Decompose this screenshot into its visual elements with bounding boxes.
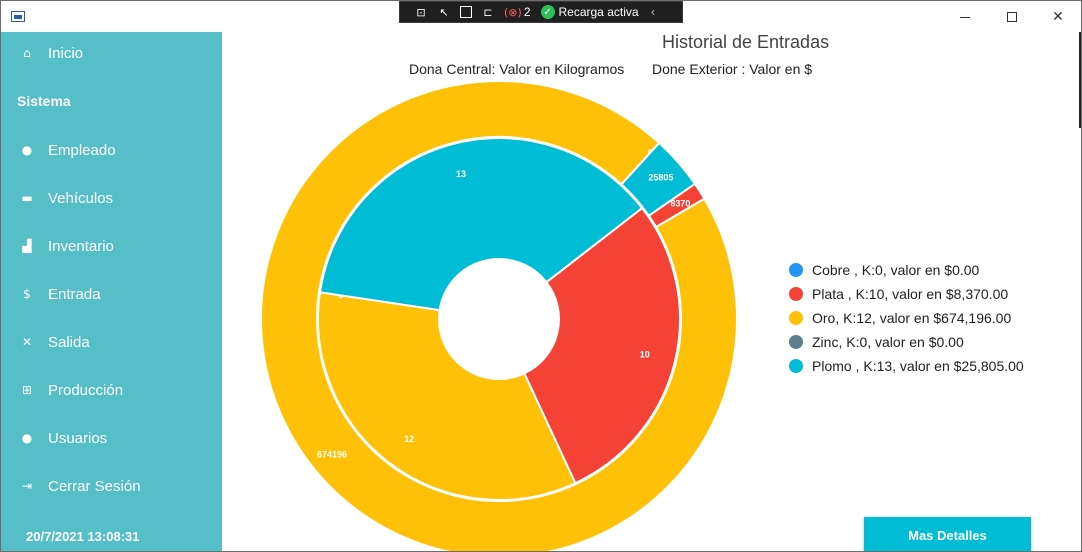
user-icon: ● <box>21 431 33 445</box>
display-adorners-icon[interactable] <box>460 6 472 18</box>
sidebar-item-produccion[interactable]: ⊞ Producción <box>1 372 222 408</box>
inner-data-label: 12 <box>404 434 414 444</box>
outer-slice-plomo[interactable] <box>620 141 697 218</box>
sidebar-item-usuarios[interactable]: ● Usuarios <box>1 420 222 456</box>
legend-swatch <box>789 311 803 325</box>
more-details-button[interactable]: Mas Detalles <box>864 517 1031 551</box>
factory-icon: ⊞ <box>21 383 33 397</box>
inner-data-label: 10 <box>640 349 650 359</box>
minimize-button[interactable] <box>942 1 988 32</box>
inner-data-label: 13 <box>456 169 466 179</box>
chart-subtitle-outer: Done Exterior : Valor en $ <box>652 61 813 77</box>
xaml-debug-toolbar: ⊡ ↖ ⊏ (⊗) 2 ✓ Recarga activa ‹ <box>399 1 683 23</box>
sidebar-item-empleado[interactable]: ● Empleado <box>1 132 222 168</box>
check-circle-icon: ✓ <box>540 5 555 19</box>
home-icon: ⌂ <box>23 46 31 60</box>
sidebar-section-heading: Sistema <box>17 93 71 109</box>
binding-error-count: 2 <box>523 5 531 19</box>
close-icon: ✕ <box>1052 8 1064 25</box>
sidebar-item-label: Salida <box>48 333 90 351</box>
sidebar-item-label: Entrada <box>48 285 101 303</box>
track-focus-icon[interactable]: ⊏ <box>483 5 493 19</box>
title-bar: ⊡ ↖ ⊏ (⊗) 2 ✓ Recarga activa ‹ ✕ <box>1 1 1081 32</box>
sidebar-item-label: Producción <box>48 381 124 399</box>
truck-icon: ▬ <box>21 191 33 205</box>
inner-slice-plata[interactable] <box>522 206 681 485</box>
dollar-icon: $ <box>23 287 31 301</box>
sidebar-item-salida[interactable]: ✕ Salida <box>1 324 222 360</box>
legend-item[interactable]: Cobre , K:0, valor en $0.00 <box>789 258 1024 282</box>
inner-slice-plomo[interactable] <box>318 137 644 312</box>
legend-label: Cobre , K:0, valor en $0.00 <box>812 262 980 278</box>
select-element-icon[interactable]: ↖ <box>439 5 449 19</box>
maximize-button[interactable] <box>989 1 1035 32</box>
hot-reload-status[interactable]: Recarga activa <box>558 5 639 19</box>
chart-subtitle-inner: Dona Central: Valor en Kilogramos <box>409 61 625 77</box>
inner-slice-oro[interactable] <box>317 291 577 501</box>
legend-item[interactable]: Oro, K:12, valor en $674,196.00 <box>789 306 1024 330</box>
current-datetime: 20/7/2021 13:08:31 <box>26 529 140 544</box>
logout-icon: ⇥ <box>21 479 33 493</box>
window-edge-divider <box>1079 32 1081 128</box>
legend-label: Zinc, K:0, valor en $0.00 <box>812 334 964 350</box>
outer-data-label: 8370 <box>670 199 690 209</box>
money-off-icon: ✕ <box>21 335 33 349</box>
outer-data-label: 25805 <box>648 173 673 183</box>
chart-legend: Cobre , K:0, valor en $0.00 Plata , K:10… <box>789 258 1024 378</box>
close-button[interactable]: ✕ <box>1035 1 1081 32</box>
person-icon: ● <box>21 143 33 157</box>
donut-chart: 0101201308370674196025805 <box>260 80 738 552</box>
legend-item[interactable]: Plata , K:10, valor en $8,370.00 <box>789 282 1024 306</box>
legend-label: Oro, K:12, valor en $674,196.00 <box>812 310 1012 326</box>
main-content: 0101201308370674196025805 Historial de E… <box>222 32 1081 552</box>
legend-swatch <box>789 359 803 373</box>
sidebar: ⌂ Inicio Sistema ● Empleado ▬ Vehículos … <box>1 32 222 551</box>
app-window-icon <box>11 11 25 22</box>
legend-label: Plata , K:10, valor en $8,370.00 <box>812 286 1009 302</box>
outer-slice-oro[interactable] <box>260 80 738 552</box>
legend-swatch <box>789 263 803 277</box>
legend-item[interactable]: Zinc, K:0, valor en $0.00 <box>789 330 1024 354</box>
sidebar-item-label: Vehículos <box>48 189 114 207</box>
legend-swatch <box>789 287 803 301</box>
sidebar-item-label: Cerrar Sesión <box>48 477 141 495</box>
sidebar-item-label: Empleado <box>48 141 116 159</box>
legend-item[interactable]: Plomo , K:13, valor en $25,805.00 <box>789 354 1024 378</box>
live-visual-tree-icon[interactable]: ⊡ <box>416 5 426 19</box>
binding-errors-indicator[interactable]: (⊗) 2 <box>504 5 531 19</box>
legend-label: Plomo , K:13, valor en $25,805.00 <box>812 358 1024 374</box>
chart-title: Historial de Entradas <box>662 32 830 52</box>
sidebar-item-entrada[interactable]: $ Entrada <box>1 276 222 312</box>
legend-swatch <box>789 335 803 349</box>
sidebar-item-label: Inicio <box>48 44 84 62</box>
forklift-icon: ▟ <box>22 239 32 253</box>
sidebar-item-cerrar-sesion[interactable]: ⇥ Cerrar Sesión <box>1 468 222 504</box>
sidebar-item-inicio[interactable]: ⌂ Inicio <box>1 35 222 71</box>
binding-error-icon: (⊗) <box>504 5 522 19</box>
collapse-toolbar-icon[interactable]: ‹ <box>650 5 656 19</box>
maximize-icon <box>1007 11 1017 22</box>
sidebar-item-label: Inventario <box>48 237 114 255</box>
sidebar-item-inventario[interactable]: ▟ Inventario <box>1 228 222 264</box>
outer-data-label: 674196 <box>317 449 347 459</box>
sidebar-item-vehiculos[interactable]: ▬ Vehículos <box>1 180 222 216</box>
sidebar-item-label: Usuarios <box>48 429 108 447</box>
minimize-icon <box>960 17 970 18</box>
